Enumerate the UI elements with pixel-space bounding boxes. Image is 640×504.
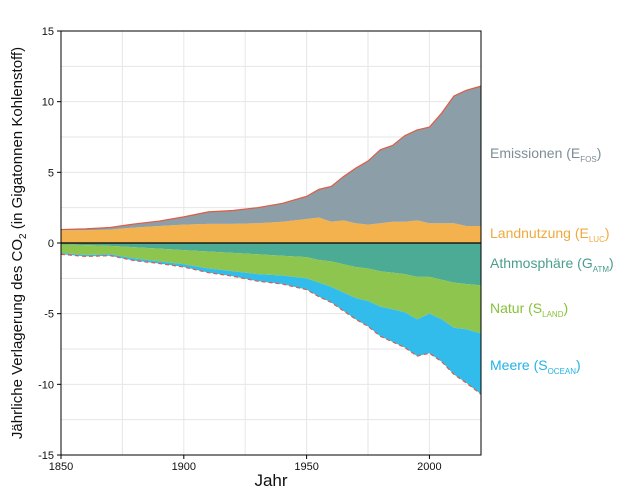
y-tick-label: -5 [44,309,54,321]
y-axis-ticks: 15 10 5 0 -5 -10 -15 [38,26,61,462]
y-axis-label-tail: (in Gigatonnen Kohlenstoff) [9,47,26,234]
series-label-meere: Meere (SOCEAN) [490,357,581,376]
y-axis-label-subscript: 2 [18,233,29,239]
x-tick-label: 2000 [417,461,441,473]
stacked-areas [61,86,481,395]
y-tick-label: -10 [38,379,54,391]
emissions-total-line [60,85,482,231]
series-label-athmosphre: Athmosphäre (GATM) [490,255,614,274]
area-emissionen [61,86,481,231]
series-label-natur: Natur (SLAND) [490,300,568,319]
area-meere [61,252,481,395]
y-tick-label: -15 [38,450,54,462]
outline-lines [60,85,482,395]
x-axis-ticks: 1850 1900 1950 2000 [49,455,442,473]
area-athmosphre [61,243,481,286]
y-tick-label: 0 [48,238,54,250]
x-axis-label: Jahr [254,471,287,490]
series-labels: Emissionen (EFOS) Landnutzung (ELUC) Athmo… [490,145,614,376]
y-tick-label: 15 [42,26,54,38]
series-label-emissionen: Emissionen (EFOS) [490,145,601,164]
area-landnutzung [61,217,481,243]
x-tick-label: 1950 [294,461,318,473]
sinks-total-line [60,253,482,395]
series-label-landnutzung: Landnutzung (ELUC) [490,225,610,244]
area-natur [61,244,481,334]
x-tick-label: 1900 [172,461,196,473]
y-axis-label: Jährliche Verlagerung des CO2 (in Gigato… [9,47,29,439]
x-tick-label: 1850 [49,461,73,473]
y-tick-label: 10 [42,97,54,109]
y-tick-label: 5 [48,167,54,179]
y-axis-label-main: Jährliche Verlagerung des CO [9,239,26,439]
